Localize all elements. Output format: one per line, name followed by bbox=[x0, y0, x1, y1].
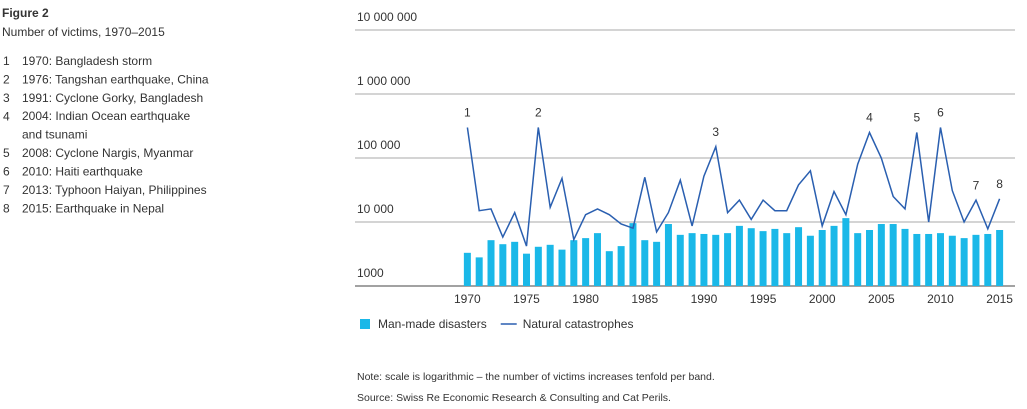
chart-subtitle: Number of victims, 1970–2015 bbox=[2, 25, 165, 39]
chart-title: Figure 2 bbox=[2, 6, 49, 20]
event-number: 8 bbox=[3, 201, 10, 215]
bar bbox=[487, 240, 495, 286]
bar bbox=[570, 240, 578, 286]
x-tick-label: 1985 bbox=[631, 292, 658, 306]
event-number: 4 bbox=[3, 109, 10, 123]
bar bbox=[960, 238, 968, 286]
legend-label: Natural catastrophes bbox=[523, 317, 634, 331]
bar bbox=[925, 233, 933, 286]
x-tick-label: 1995 bbox=[750, 292, 777, 306]
bar bbox=[605, 251, 613, 286]
event-text: 2008: Cyclone Nargis, Myanmar bbox=[22, 146, 193, 160]
event-text: 2015: Earthquake in Nepal bbox=[22, 201, 164, 215]
bar bbox=[475, 257, 483, 286]
bar bbox=[724, 233, 732, 286]
x-tick-label: 2005 bbox=[868, 292, 895, 306]
bar bbox=[747, 228, 755, 286]
annotation: 6 bbox=[937, 106, 944, 120]
y-tick-label: 1 000 000 bbox=[357, 74, 411, 88]
note: Note: scale is logarithmic – the number … bbox=[357, 371, 715, 383]
bar bbox=[664, 224, 672, 286]
x-tick-label: 1990 bbox=[691, 292, 718, 306]
bar bbox=[499, 244, 507, 286]
bar bbox=[523, 253, 531, 286]
event-text: 2013: Typhoon Haiyan, Philippines bbox=[22, 183, 207, 197]
bar bbox=[996, 229, 1004, 286]
bar bbox=[913, 233, 921, 286]
legend-swatch bbox=[360, 319, 370, 329]
event-text: 1991: Cyclone Gorky, Bangladesh bbox=[22, 91, 203, 105]
y-tick-label: 100 000 bbox=[357, 138, 401, 152]
event-number: 6 bbox=[3, 165, 10, 179]
annotation: 4 bbox=[866, 111, 873, 125]
bar bbox=[735, 225, 743, 286]
y-tick-label: 1000 bbox=[357, 266, 384, 280]
legend-label: Man-made disasters bbox=[378, 317, 487, 331]
y-tick-label: 10 000 000 bbox=[357, 10, 417, 24]
event-text: 1970: Bangladesh storm bbox=[22, 54, 152, 68]
bar bbox=[676, 234, 684, 286]
bar bbox=[712, 234, 720, 286]
event-number: 1 bbox=[3, 54, 10, 68]
bar bbox=[558, 249, 566, 286]
bar bbox=[854, 233, 862, 286]
bar bbox=[700, 233, 708, 286]
annotation: 1 bbox=[464, 106, 471, 120]
bar bbox=[889, 224, 897, 286]
bar bbox=[866, 229, 874, 286]
bar bbox=[795, 227, 803, 286]
bar bbox=[984, 233, 992, 286]
bar bbox=[783, 233, 791, 286]
bar bbox=[617, 246, 625, 286]
bar bbox=[936, 233, 944, 286]
annotation: 3 bbox=[712, 125, 719, 139]
annotation: 8 bbox=[996, 177, 1003, 191]
event-number: 7 bbox=[3, 183, 10, 197]
x-tick-label: 1975 bbox=[513, 292, 540, 306]
bar bbox=[806, 235, 814, 286]
bar bbox=[901, 228, 909, 286]
bar bbox=[877, 224, 885, 286]
event-number: 5 bbox=[3, 146, 10, 160]
bar bbox=[593, 233, 601, 286]
line bbox=[466, 127, 1001, 247]
bar bbox=[582, 238, 590, 286]
bar bbox=[842, 218, 850, 286]
bar bbox=[511, 241, 519, 286]
x-tick-label: 2000 bbox=[809, 292, 836, 306]
bar bbox=[771, 228, 779, 286]
bar bbox=[534, 246, 542, 286]
x-tick-label: 2010 bbox=[927, 292, 954, 306]
bar bbox=[972, 234, 980, 286]
annotation: 7 bbox=[973, 178, 980, 192]
bar bbox=[641, 240, 649, 286]
bar bbox=[463, 252, 471, 286]
event-text: 2004: Indian Ocean earthquake and tsunami bbox=[22, 109, 190, 141]
bar bbox=[629, 223, 637, 286]
bar bbox=[688, 233, 696, 286]
bar bbox=[653, 241, 661, 286]
event-text: 2010: Haiti earthquake bbox=[22, 165, 143, 179]
bar bbox=[546, 244, 554, 286]
x-tick-label: 1980 bbox=[572, 292, 599, 306]
event-number: 3 bbox=[3, 91, 10, 105]
bar bbox=[818, 229, 826, 286]
x-tick-label: 1970 bbox=[454, 292, 481, 306]
bar bbox=[948, 235, 956, 286]
annotation: 2 bbox=[535, 106, 542, 120]
x-tick-label: 2015 bbox=[986, 292, 1013, 306]
event-number: 2 bbox=[3, 73, 10, 87]
bar bbox=[830, 225, 838, 286]
annotation: 5 bbox=[913, 111, 920, 125]
source: Source: Swiss Re Economic Research & Con… bbox=[357, 392, 671, 404]
event-text: 1976: Tangshan earthquake, China bbox=[22, 73, 209, 87]
bar bbox=[759, 231, 767, 286]
y-tick-label: 10 000 bbox=[357, 202, 394, 216]
